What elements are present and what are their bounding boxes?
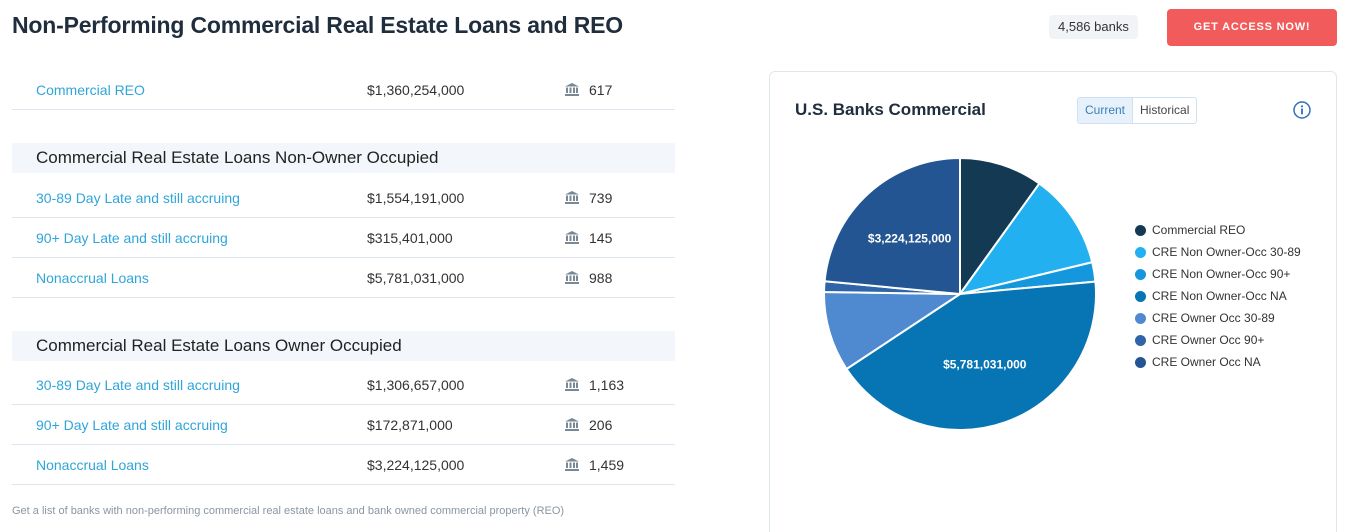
bank-icon <box>565 83 579 96</box>
view-toggle: Current Historical <box>1077 97 1198 124</box>
row-amount: $172,871,000 <box>367 417 453 433</box>
legend-label: CRE Non Owner-Occ 90+ <box>1152 267 1291 281</box>
legend-item[interactable]: CRE Non Owner-Occ 90+ <box>1135 263 1301 285</box>
toggle-current[interactable]: Current <box>1078 98 1134 123</box>
chart-legend: Commercial REO CRE Non Owner-Occ 30-89 CRE… <box>1135 219 1301 373</box>
legend-label: CRE Owner Occ 90+ <box>1152 333 1265 347</box>
bank-icon <box>565 458 579 471</box>
legend-item[interactable]: CRE Non Owner-Occ NA <box>1135 285 1301 307</box>
row-bank-count: 206 <box>589 417 613 433</box>
pie-slice-7[interactable] <box>823 156 961 296</box>
page-title: Non-Performing Commercial Real Estate Lo… <box>12 12 623 38</box>
pie-slice-5[interactable] <box>823 291 964 371</box>
table-row: 90+ Day Late and still accruing $315,401… <box>12 218 675 258</box>
row-bank-count: 739 <box>589 190 613 206</box>
toggle-historical[interactable]: Historical <box>1140 103 1190 117</box>
bank-icon <box>565 378 579 391</box>
legend-item[interactable]: CRE Owner Occ 30-89 <box>1135 307 1301 329</box>
row-label-link[interactable]: Nonaccrual Loans <box>36 457 149 473</box>
pie-data-label: $3,224,125,000 <box>868 232 952 246</box>
section-header-non-owner: Commercial Real Estate Loans Non-Owner O… <box>12 143 675 173</box>
chart-title: U.S. Banks Commercial <box>795 100 986 119</box>
row-bank-count: 1,163 <box>589 377 625 393</box>
pie-chart: $5,781,031,000 $3,224,125,000 <box>822 156 1097 431</box>
table-row: 90+ Day Late and still accruing $172,871… <box>12 405 675 445</box>
section-title: Commercial Real Estate Loans Owner Occup… <box>36 336 402 355</box>
row-amount: $1,360,254,000 <box>367 82 465 98</box>
bank-icon <box>565 191 579 204</box>
table-row: Nonaccrual Loans $5,781,031,000 988 <box>12 258 675 298</box>
bank-count-badge: 4,586 banks <box>1049 15 1138 39</box>
table-row: 30-89 Day Late and still accruing $1,306… <box>12 365 675 405</box>
legend-item[interactable]: CRE Non Owner-Occ 30-89 <box>1135 241 1301 263</box>
bank-icon <box>565 271 579 284</box>
legend-label: CRE Non Owner-Occ NA <box>1152 289 1287 303</box>
legend-swatch <box>1135 246 1146 258</box>
bank-icon <box>565 418 579 431</box>
legend-label: CRE Non Owner-Occ 30-89 <box>1152 245 1301 259</box>
footnote: Get a list of banks with non-performing … <box>12 505 565 517</box>
row-amount: $5,781,031,000 <box>367 270 465 286</box>
legend-item[interactable]: CRE Owner Occ 90+ <box>1135 329 1301 351</box>
row-amount: $3,224,125,000 <box>367 457 465 473</box>
legend-label: CRE Owner Occ 30-89 <box>1152 311 1275 325</box>
row-bank-count: 988 <box>589 270 613 286</box>
row-bank-count: 1,459 <box>589 457 625 473</box>
table-row: 30-89 Day Late and still accruing $1,554… <box>12 178 675 218</box>
legend-swatch <box>1135 290 1146 302</box>
legend-swatch <box>1135 312 1146 324</box>
pie-slice-4[interactable] <box>845 280 1097 431</box>
legend-label: Commercial REO <box>1152 223 1246 237</box>
row-bank-count: 145 <box>589 230 613 246</box>
legend-label: CRE Owner Occ NA <box>1152 355 1261 369</box>
row-label-link[interactable]: Nonaccrual Loans <box>36 270 149 286</box>
info-icon[interactable] <box>1293 101 1311 119</box>
row-label-link[interactable]: 30-89 Day Late and still accruing <box>36 190 240 206</box>
pie-data-label: $5,781,031,000 <box>943 358 1027 372</box>
row-amount: $1,554,191,000 <box>367 190 465 206</box>
section-title: Commercial Real Estate Loans Non-Owner O… <box>36 148 439 167</box>
row-label-link[interactable]: 90+ Day Late and still accruing <box>36 230 228 246</box>
pie-slice-2[interactable] <box>957 182 1094 296</box>
legend-swatch <box>1135 334 1146 346</box>
get-access-button[interactable]: GET ACCESS NOW! <box>1167 9 1337 46</box>
section-header-owner: Commercial Real Estate Loans Owner Occup… <box>12 331 675 361</box>
legend-swatch <box>1135 224 1146 236</box>
row-bank-count: 617 <box>589 82 613 98</box>
row-label-link[interactable]: 90+ Day Late and still accruing <box>36 417 228 433</box>
legend-item[interactable]: Commercial REO <box>1135 219 1301 241</box>
legend-swatch <box>1135 356 1146 368</box>
legend-swatch <box>1135 268 1146 280</box>
table-row: Nonaccrual Loans $3,224,125,000 1,459 <box>12 445 675 485</box>
table-row: Commercial REO $1,360,254,000 617 <box>12 70 675 110</box>
row-label-link[interactable]: Commercial REO <box>36 82 145 98</box>
row-label-link[interactable]: 30-89 Day Late and still accruing <box>36 377 240 393</box>
legend-item[interactable]: CRE Owner Occ NA <box>1135 351 1301 373</box>
chart-card: U.S. Banks Commercial Current Historical… <box>769 71 1337 532</box>
pie-slice-1[interactable] <box>959 156 1041 298</box>
bank-icon <box>565 231 579 244</box>
row-amount: $1,306,657,000 <box>367 377 465 393</box>
row-amount: $315,401,000 <box>367 230 453 246</box>
